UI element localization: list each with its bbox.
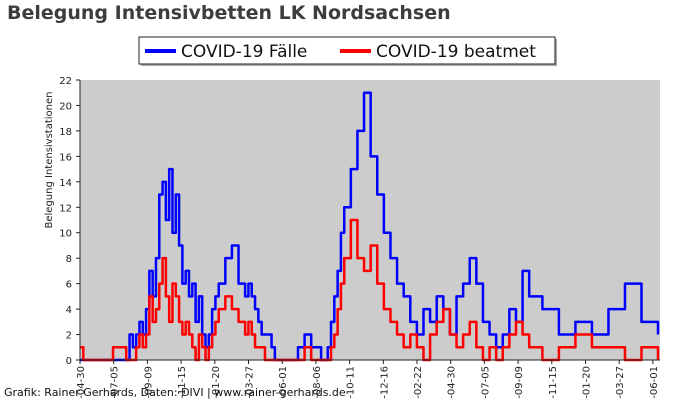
x-tick-label: -01-20	[211, 366, 222, 399]
x-tick-label: -09-09	[514, 366, 525, 399]
y-tick-label: 12	[59, 203, 72, 214]
y-ticks: 0 2 4 6 8 10 12 14 16 18 20 22	[59, 76, 80, 367]
x-tick-label: -11-15	[177, 366, 188, 399]
y-tick-label: 16	[59, 152, 72, 163]
x-tick-label: -03-27	[615, 366, 626, 399]
x-tick-label: -09-09	[143, 366, 154, 399]
y-tick-label: 10	[59, 229, 72, 240]
x-tick-label: -08-06	[312, 366, 323, 399]
y-tick-label: 8	[66, 254, 72, 265]
y-tick-label: 20	[59, 101, 72, 112]
x-tick-label: -04-30	[76, 366, 87, 399]
y-tick-label: 14	[59, 178, 72, 189]
y-axis-label: Belegung Intensivstationen	[44, 91, 55, 228]
chart-title: Belegung Intensivbetten LK Nordsachsen	[7, 2, 451, 24]
y-tick-label: 6	[66, 280, 72, 291]
y-tick-label: 22	[59, 76, 72, 87]
x-tick-label: -12-16	[379, 366, 390, 399]
x-tick-label: -07-05	[480, 366, 491, 399]
legend-label-beatmet: COVID-19 beatmet	[376, 42, 536, 62]
x-tick-label: -02-22	[413, 366, 424, 399]
x-tick-label: -03-27	[245, 366, 256, 399]
x-tick-label: -10-11	[346, 366, 357, 399]
y-tick-label: 4	[66, 305, 72, 316]
y-tick-label: 0	[66, 356, 72, 367]
legend: COVID-19 Fälle COVID-19 beatmet	[138, 36, 557, 66]
y-tick-label: 2	[66, 331, 72, 342]
x-tick-label: -06-01	[649, 366, 660, 399]
y-tick-label: 18	[59, 127, 72, 138]
x-tick-label: -04-30	[447, 366, 458, 399]
credit-text: Grafik: Rainer Gerhards, Daten: DIVI | w…	[4, 386, 346, 399]
x-tick-label: -07-05	[110, 366, 121, 399]
x-tick-label: -01-20	[582, 366, 593, 399]
legend-label-faelle: COVID-19 Fälle	[181, 42, 307, 62]
x-ticks: -04-30 -07-05 -09-09 -11-15 -01-20 -03-27 -06-…	[76, 360, 660, 399]
x-tick-label: -11-15	[548, 366, 559, 399]
x-tick-label: -06-01	[278, 366, 289, 399]
